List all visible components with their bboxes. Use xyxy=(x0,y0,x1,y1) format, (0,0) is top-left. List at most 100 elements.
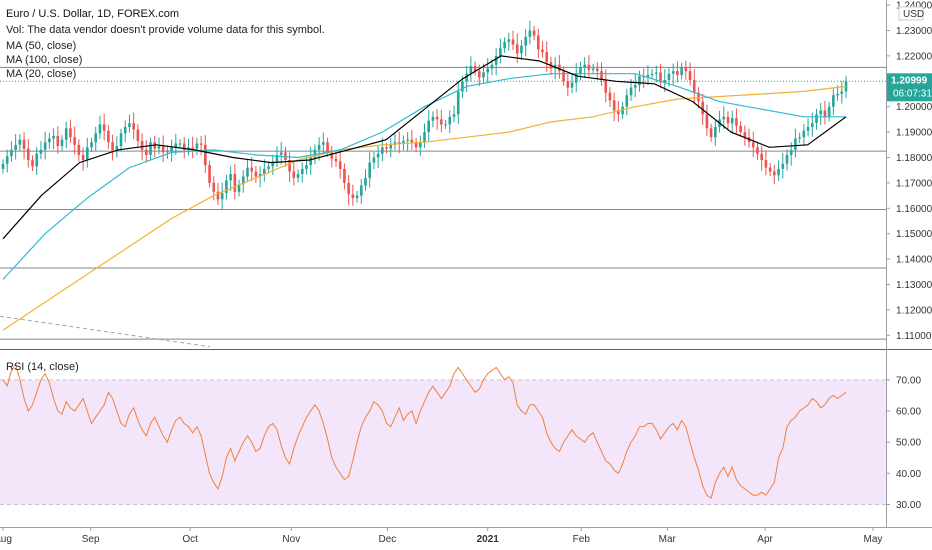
candle[interactable] xyxy=(279,141,283,165)
candle[interactable] xyxy=(444,119,447,130)
candle[interactable] xyxy=(739,121,742,137)
candle[interactable] xyxy=(815,108,818,130)
candle[interactable] xyxy=(777,160,780,181)
candle[interactable] xyxy=(145,140,148,163)
candle[interactable] xyxy=(756,141,759,161)
candle[interactable] xyxy=(115,136,119,158)
candle[interactable] xyxy=(119,128,123,151)
candle[interactable] xyxy=(452,105,456,123)
candle[interactable] xyxy=(751,131,755,157)
candle[interactable] xyxy=(52,128,55,150)
candle[interactable] xyxy=(473,61,477,76)
candle[interactable] xyxy=(832,88,835,116)
candle[interactable] xyxy=(271,154,275,176)
candle[interactable] xyxy=(819,102,823,125)
candle[interactable] xyxy=(574,62,578,93)
candle[interactable] xyxy=(827,102,831,122)
candle[interactable] xyxy=(77,139,81,162)
candle[interactable] xyxy=(56,126,60,154)
candle[interactable] xyxy=(69,119,72,143)
candle[interactable] xyxy=(583,57,586,78)
candle[interactable] xyxy=(680,62,683,80)
candle[interactable] xyxy=(10,141,13,162)
candle[interactable] xyxy=(326,137,329,157)
candle[interactable] xyxy=(423,123,426,148)
candle[interactable] xyxy=(596,61,599,80)
candle[interactable] xyxy=(633,74,637,98)
candle[interactable] xyxy=(60,135,64,151)
candle[interactable] xyxy=(499,38,502,64)
candle[interactable] xyxy=(684,60,688,80)
candle[interactable] xyxy=(208,160,211,188)
candle[interactable] xyxy=(368,151,372,188)
candle[interactable] xyxy=(840,80,844,104)
candle[interactable] xyxy=(764,150,768,176)
candle[interactable] xyxy=(806,118,810,137)
candle[interactable] xyxy=(650,69,654,80)
candle[interactable] xyxy=(166,145,169,160)
candle[interactable] xyxy=(414,137,418,152)
ma100-legend[interactable]: MA (100, close) xyxy=(6,54,82,66)
candle[interactable] xyxy=(233,164,237,200)
candle[interactable] xyxy=(229,166,232,192)
candle[interactable] xyxy=(241,169,245,193)
candle[interactable] xyxy=(128,114,131,133)
candle[interactable] xyxy=(381,137,384,162)
candle[interactable] xyxy=(204,135,207,173)
candle[interactable] xyxy=(410,130,414,150)
candle[interactable] xyxy=(372,151,376,170)
candle[interactable] xyxy=(617,100,620,122)
candle[interactable] xyxy=(646,65,650,86)
candle[interactable] xyxy=(507,32,511,51)
candle[interactable] xyxy=(781,153,785,179)
candle[interactable] xyxy=(621,102,624,119)
candle[interactable] xyxy=(692,69,696,103)
candle[interactable] xyxy=(90,137,93,152)
candle[interactable] xyxy=(486,57,490,83)
candle[interactable] xyxy=(676,61,679,83)
candle[interactable] xyxy=(558,55,561,79)
candle[interactable] xyxy=(322,132,325,153)
candle[interactable] xyxy=(427,109,431,142)
candle[interactable] xyxy=(31,155,34,171)
candle[interactable] xyxy=(5,149,9,173)
candle[interactable] xyxy=(465,66,468,92)
candle[interactable] xyxy=(123,120,127,142)
candle[interactable] xyxy=(330,145,334,168)
candle[interactable] xyxy=(157,137,161,155)
candle[interactable] xyxy=(98,115,102,139)
candle[interactable] xyxy=(456,80,460,124)
candle[interactable] xyxy=(705,104,709,136)
candle[interactable] xyxy=(448,110,452,134)
candle[interactable] xyxy=(212,176,216,201)
candle[interactable] xyxy=(726,111,730,130)
candle[interactable] xyxy=(111,134,114,161)
candle[interactable] xyxy=(503,37,506,53)
candle[interactable] xyxy=(317,137,321,161)
candle[interactable] xyxy=(237,179,241,197)
candle[interactable] xyxy=(263,159,266,182)
candle[interactable] xyxy=(768,163,772,177)
candle[interactable] xyxy=(254,165,258,184)
candle[interactable] xyxy=(435,109,439,131)
candle[interactable] xyxy=(722,106,726,130)
candle[interactable] xyxy=(709,123,713,142)
candle[interactable] xyxy=(528,20,532,45)
candle[interactable] xyxy=(440,109,443,133)
candle[interactable] xyxy=(785,149,789,171)
candle[interactable] xyxy=(225,174,228,200)
candle[interactable] xyxy=(195,137,199,156)
candle[interactable] xyxy=(638,70,641,92)
candle[interactable] xyxy=(102,113,106,141)
candle[interactable] xyxy=(292,161,296,186)
candle[interactable] xyxy=(250,156,253,182)
candle[interactable] xyxy=(14,134,17,160)
candle[interactable] xyxy=(477,64,481,87)
candle[interactable] xyxy=(355,191,359,203)
candle[interactable] xyxy=(802,124,806,146)
candle[interactable] xyxy=(81,147,85,171)
candle[interactable] xyxy=(73,126,76,155)
candle[interactable] xyxy=(35,147,39,176)
candle[interactable] xyxy=(338,150,342,179)
